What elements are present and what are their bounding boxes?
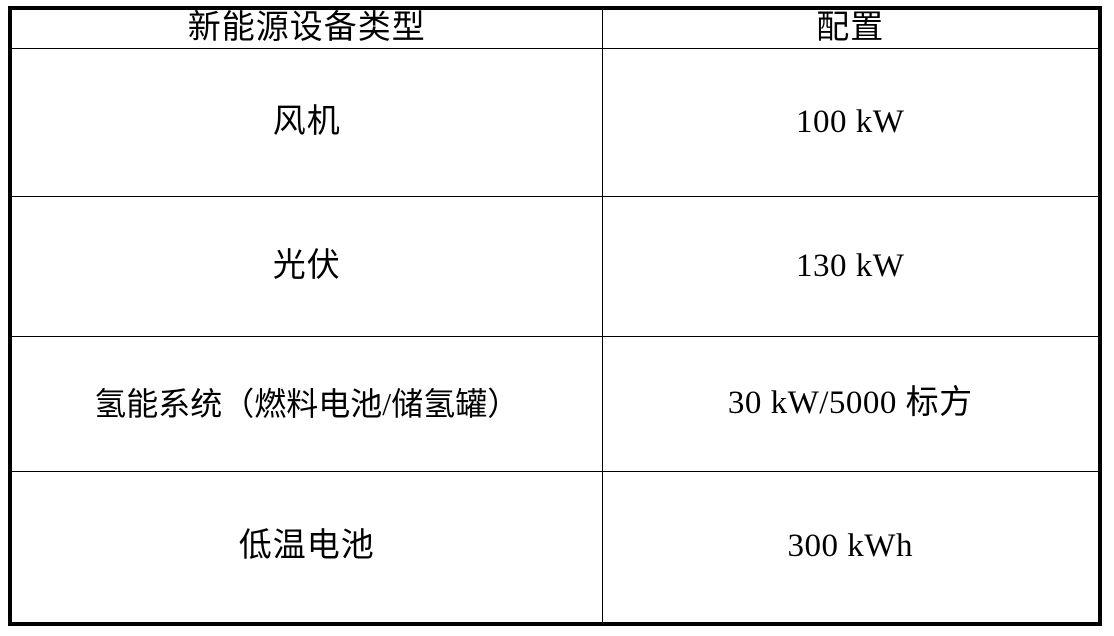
configuration-value: 300 kWh bbox=[787, 528, 913, 565]
configuration-value: 30 kW/5000 标方 bbox=[727, 385, 973, 422]
table-row: 风机 100 kW bbox=[9, 47, 1101, 198]
column-header-configuration: 配置 bbox=[601, 7, 1101, 49]
cell-configuration: 130 kW bbox=[601, 196, 1101, 337]
cell-configuration: 100 kW bbox=[601, 47, 1101, 198]
column-header-equipment-type: 新能源设备类型 bbox=[9, 7, 603, 49]
spec-table-container: 新能源设备类型 配置 风机 100 kW bbox=[8, 6, 1102, 626]
cell-configuration: 300 kWh bbox=[601, 471, 1101, 625]
cell-configuration: 30 kW/5000 标方 bbox=[601, 335, 1101, 473]
column-header-configuration-label: 配置 bbox=[816, 10, 885, 46]
cell-equipment-type: 光伏 bbox=[9, 196, 603, 337]
cell-equipment-type: 低温电池 bbox=[9, 471, 603, 625]
table-row: 氢能系统（燃料电池/储氢罐） 30 kW/5000 标方 bbox=[9, 335, 1101, 473]
new-energy-equipment-table: 新能源设备类型 配置 风机 100 kW bbox=[8, 6, 1102, 626]
cell-equipment-type: 风机 bbox=[9, 47, 603, 198]
cell-equipment-type: 氢能系统（燃料电池/储氢罐） bbox=[9, 335, 603, 473]
table-header-row: 新能源设备类型 配置 bbox=[9, 7, 1101, 49]
equipment-type-value: 低温电池 bbox=[238, 528, 375, 565]
column-header-equipment-type-label: 新能源设备类型 bbox=[187, 10, 426, 46]
table-row: 光伏 130 kW bbox=[9, 196, 1101, 337]
table-head: 新能源设备类型 配置 bbox=[9, 7, 1101, 49]
equipment-type-value: 氢能系统（燃料电池/储氢罐） bbox=[94, 385, 520, 422]
equipment-type-value: 风机 bbox=[272, 103, 341, 140]
configuration-value: 130 kW bbox=[796, 247, 905, 284]
configuration-value: 100 kW bbox=[796, 103, 905, 140]
equipment-type-value: 光伏 bbox=[272, 247, 341, 284]
table-body: 风机 100 kW 光伏 130 kW 氢能系统（燃 bbox=[9, 47, 1101, 625]
table-row: 低温电池 300 kWh bbox=[9, 471, 1101, 625]
